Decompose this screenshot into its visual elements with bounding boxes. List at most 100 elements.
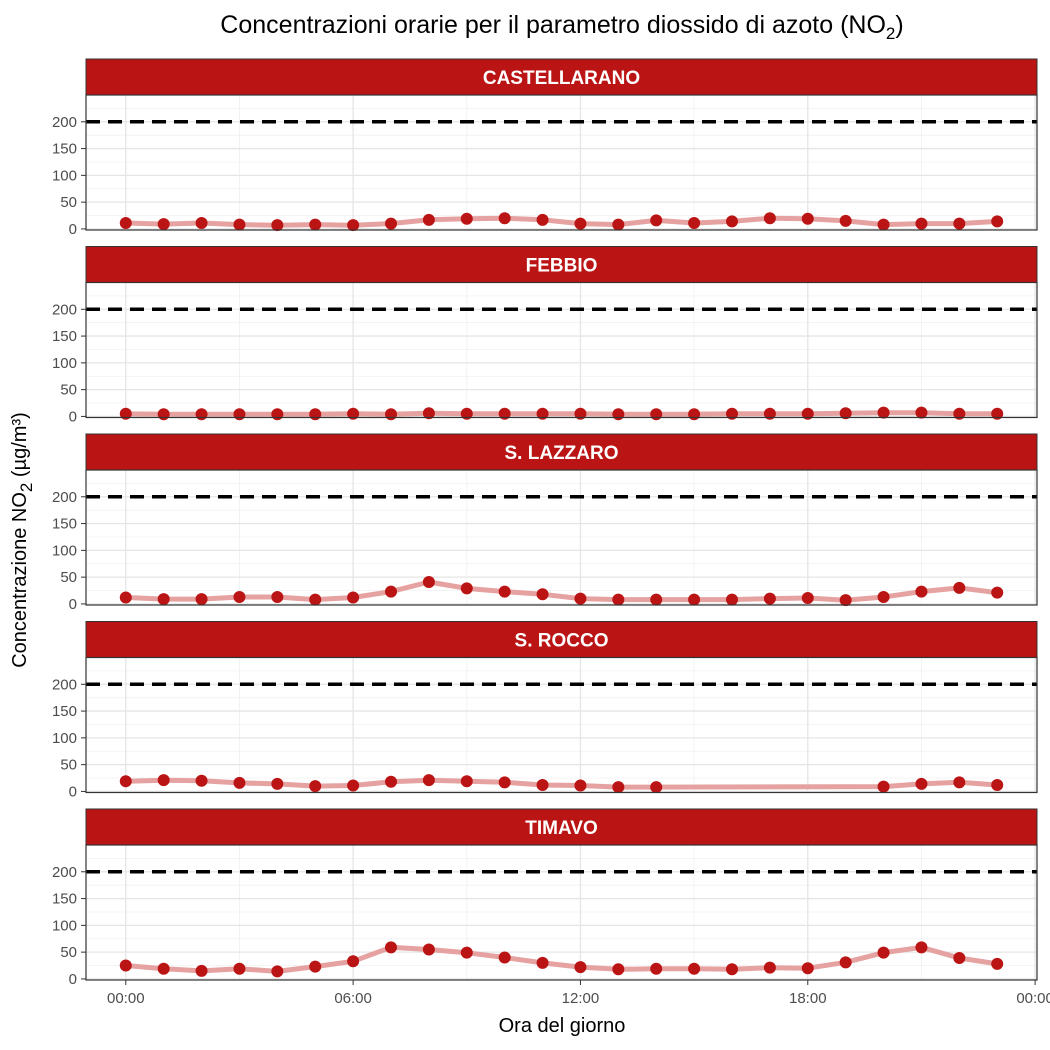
data-point — [422, 213, 435, 226]
data-point — [801, 212, 814, 225]
data-point — [763, 961, 776, 974]
grid — [86, 95, 1037, 230]
y-tick-label: 200 — [52, 676, 77, 693]
y-tick-label: 0 — [69, 971, 77, 988]
data-point — [688, 217, 701, 230]
x-axis-title: Ora del giorno — [499, 1015, 626, 1037]
panel-2: S. LAZZARO 0 50 100 150 200 — [52, 433, 1038, 613]
y-tick-label: 200 — [52, 489, 77, 506]
data-point — [385, 408, 398, 421]
data-point — [309, 960, 322, 973]
data-point — [195, 964, 208, 977]
data-point — [233, 776, 246, 789]
series-line — [125, 410, 998, 417]
data-point — [650, 593, 663, 606]
data-point — [195, 408, 208, 421]
data-point — [347, 407, 360, 420]
y-tick-label: 100 — [52, 730, 77, 747]
panel-border — [85, 94, 1038, 231]
data-point — [574, 217, 587, 230]
grid — [86, 845, 1037, 980]
data-point — [385, 217, 398, 230]
panel-strip-label: S. ROCCO — [515, 631, 609, 652]
panel-border — [85, 281, 1038, 419]
y-tick-label: 200 — [52, 301, 77, 318]
data-point — [157, 774, 170, 787]
data-point — [498, 407, 511, 420]
data-point — [801, 962, 814, 975]
data-point — [536, 588, 549, 601]
grid — [86, 657, 1037, 793]
data-point — [991, 407, 1004, 420]
data-point — [309, 593, 322, 606]
data-point — [119, 775, 132, 788]
x-tick-label: 06:00 — [334, 990, 372, 1007]
data-point — [271, 965, 284, 978]
data-point — [309, 218, 322, 231]
panel-strip — [85, 621, 1038, 658]
data-point — [309, 408, 322, 421]
data-point — [574, 407, 587, 420]
data-point — [915, 585, 928, 598]
data-point — [347, 779, 360, 792]
data-point — [422, 575, 435, 588]
data-point — [460, 582, 473, 595]
data-point — [574, 592, 587, 605]
data-point — [157, 962, 170, 975]
chart-title: Concentrazioni orarie per il parametro d… — [220, 11, 903, 43]
data-point — [953, 952, 966, 965]
data-point — [460, 212, 473, 225]
data-point — [763, 212, 776, 225]
panel-border — [85, 469, 1038, 606]
data-point — [725, 407, 738, 420]
data-point — [612, 593, 625, 606]
x-tick-label: 18:00 — [789, 990, 827, 1007]
data-point — [763, 407, 776, 420]
data-point — [839, 594, 852, 607]
data-point — [498, 585, 511, 598]
data-point — [233, 218, 246, 231]
series-line — [125, 579, 998, 603]
data-point — [233, 408, 246, 421]
data-point — [915, 777, 928, 790]
data-point — [460, 946, 473, 959]
panel-strip — [85, 808, 1038, 846]
y-tick-label: 50 — [60, 757, 77, 774]
data-point — [877, 590, 890, 603]
data-point — [688, 593, 701, 606]
data-point — [650, 408, 663, 421]
data-point — [574, 779, 587, 792]
data-point — [422, 407, 435, 420]
panel-strip — [85, 433, 1038, 471]
data-point — [233, 590, 246, 603]
data-point — [877, 406, 890, 419]
x-tick-label: 12:00 — [562, 990, 600, 1007]
data-point — [688, 962, 701, 975]
y-tick-label: 0 — [69, 783, 77, 800]
data-point — [119, 959, 132, 972]
data-point — [991, 779, 1004, 791]
y-tick-label: 100 — [52, 542, 77, 559]
data-point — [536, 213, 549, 226]
data-point — [119, 591, 132, 604]
panel-strip-label: FEBBIO — [526, 256, 598, 277]
x-tick-label: 00:00 — [107, 990, 145, 1007]
data-point — [119, 217, 132, 230]
y-tick-label: 150 — [52, 516, 77, 533]
data-point — [347, 955, 360, 968]
data-point — [536, 779, 549, 791]
data-point — [991, 957, 1004, 970]
facet-panels: CASTELLARANO 0 50 100 150 200 FEBBIO 0 50 100 150 2… — [52, 58, 1038, 988]
panel-strip — [85, 58, 1038, 96]
data-point — [347, 591, 360, 604]
data-point — [839, 956, 852, 969]
data-point — [801, 592, 814, 605]
data-point — [915, 217, 928, 230]
data-point — [612, 218, 625, 231]
data-point — [953, 581, 966, 594]
data-point — [385, 941, 398, 954]
data-point — [953, 776, 966, 789]
data-point — [953, 407, 966, 420]
panel-0: CASTELLARANO 0 50 100 150 200 — [52, 58, 1038, 238]
